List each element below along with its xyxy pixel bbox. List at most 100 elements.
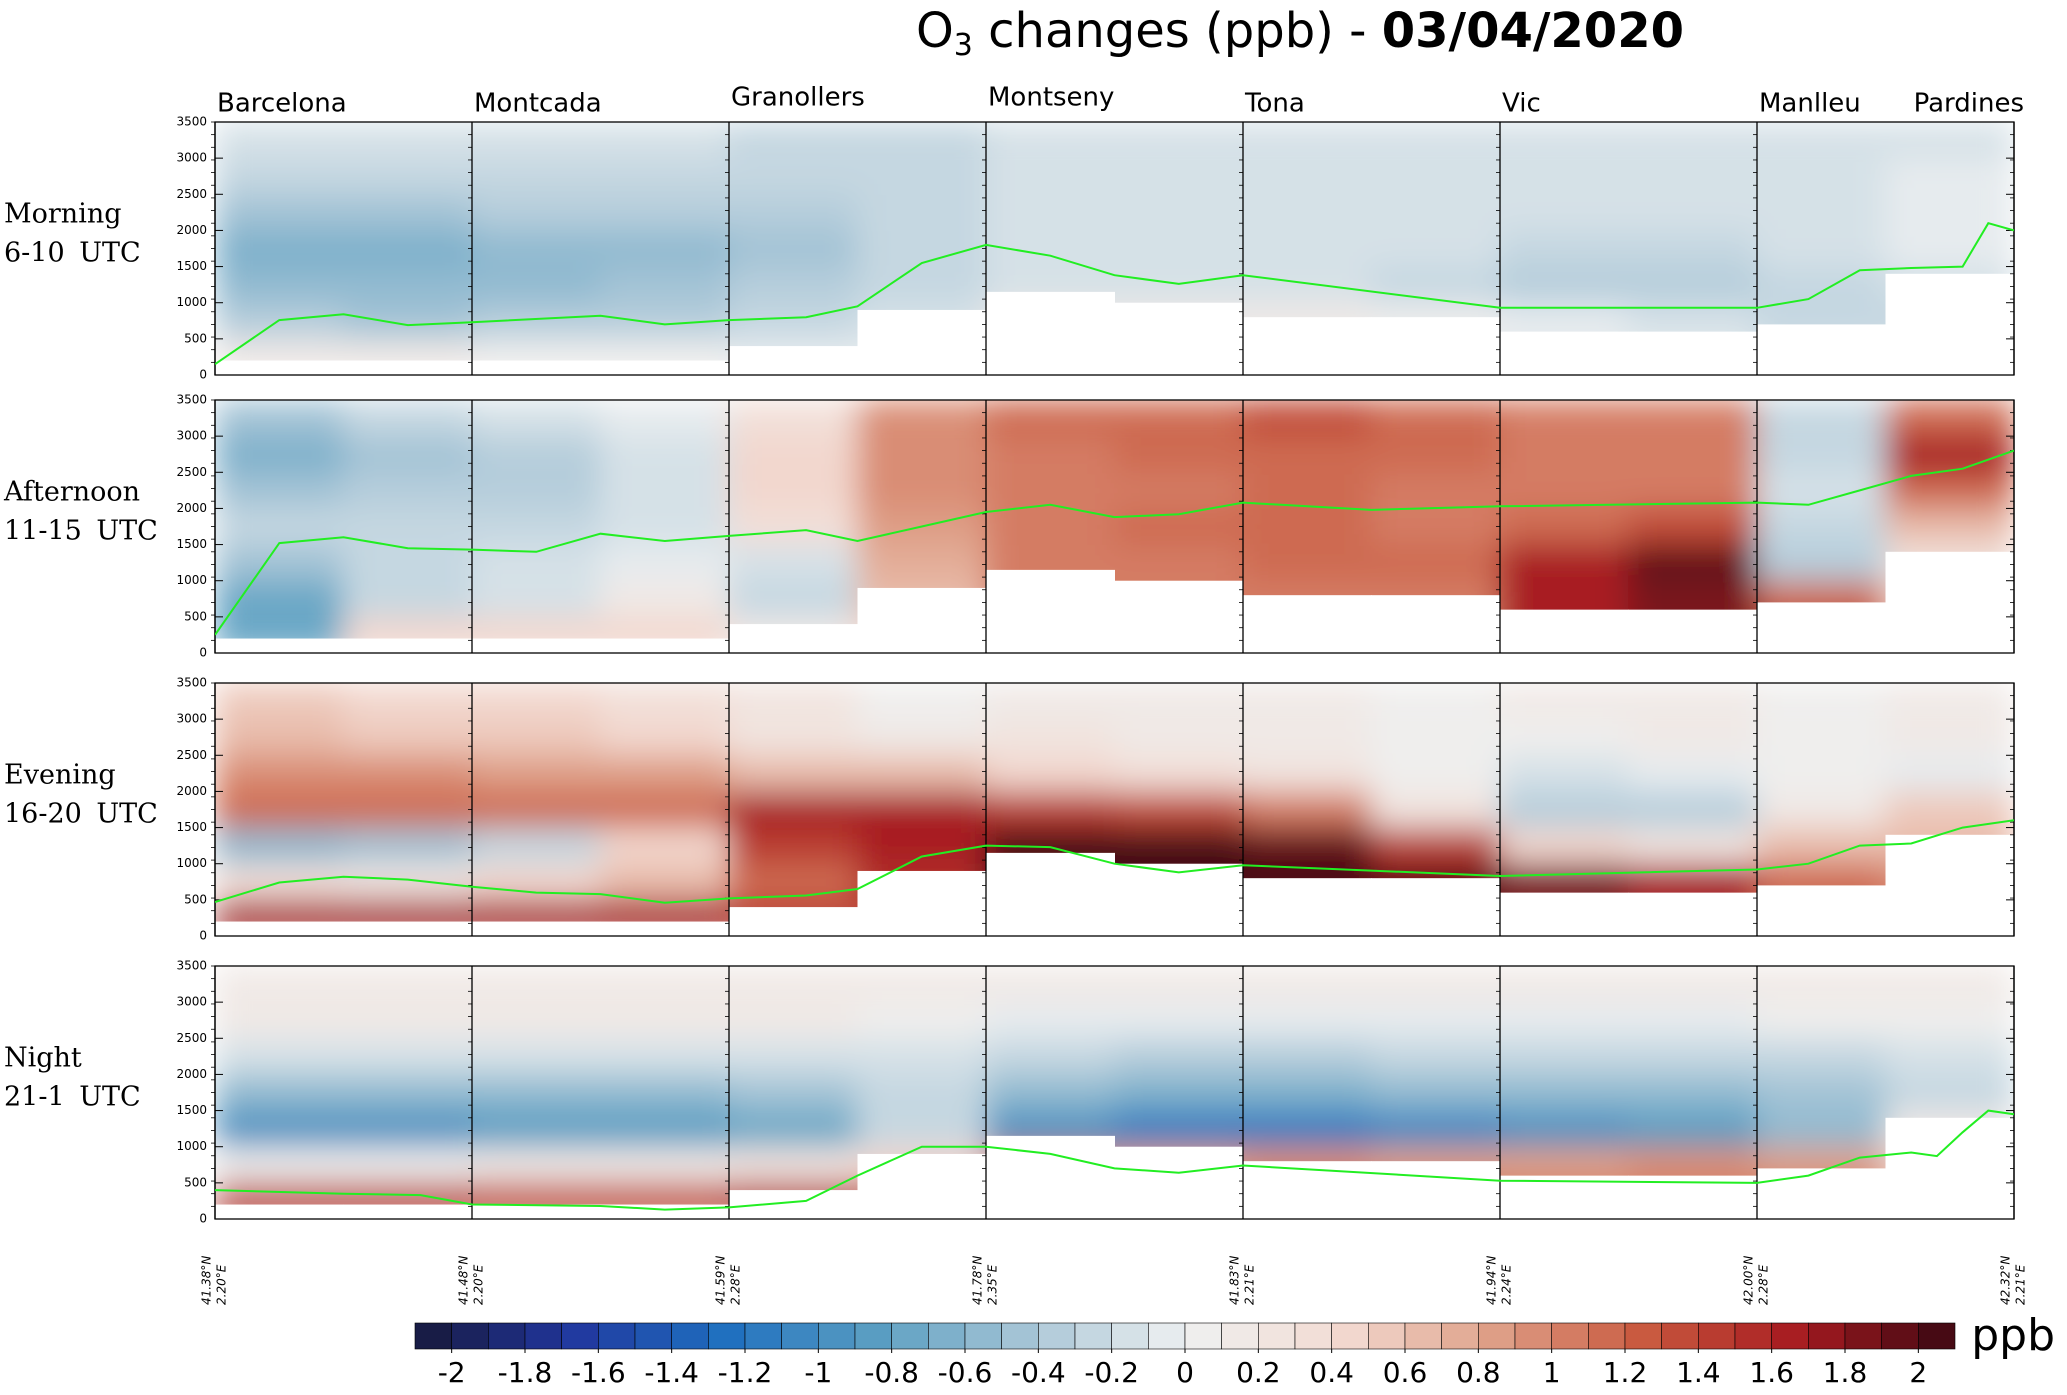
terrain xyxy=(215,1204,344,1219)
field-cell xyxy=(471,1073,601,1112)
field-cell xyxy=(857,790,987,829)
field-cell xyxy=(1242,122,1372,159)
colorbar-tick-label: -1.2 xyxy=(718,1356,773,1389)
terrain xyxy=(857,309,987,375)
colorbar-box xyxy=(1734,1322,1772,1350)
field-cell xyxy=(600,754,730,792)
field-cell xyxy=(215,193,344,231)
field-cell xyxy=(1628,966,1758,1003)
field-cell xyxy=(343,507,473,546)
panel-frame xyxy=(214,965,2015,1220)
field-cell xyxy=(215,229,344,268)
colorbar-box xyxy=(1808,1322,1846,1350)
terrain xyxy=(1628,609,1758,653)
terrain xyxy=(472,921,601,936)
colorbar-tick-label: -1.8 xyxy=(498,1356,553,1389)
terrain xyxy=(472,1204,601,1219)
field-cell xyxy=(728,863,858,901)
field-cell xyxy=(728,1001,858,1039)
panel-frame xyxy=(214,399,2015,654)
terrain xyxy=(1500,892,1629,936)
y-tick-label: 1000 xyxy=(176,856,207,870)
field-cell xyxy=(1756,966,1886,1003)
field-cell xyxy=(1114,544,1244,582)
field-cell xyxy=(343,718,473,756)
coord-label: 2.35°E xyxy=(986,1264,1000,1305)
colorbar-box xyxy=(414,1322,452,1350)
field-cell xyxy=(1756,266,1886,304)
colorbar-tick-label: 1.8 xyxy=(1823,1356,1868,1389)
field-cell xyxy=(1756,790,1886,829)
y-tick-label: 500 xyxy=(184,1175,207,1189)
y-tick-label: 0 xyxy=(199,1212,207,1226)
field-cell xyxy=(1885,718,2014,756)
field-cell xyxy=(728,400,858,437)
y-tick-label: 2000 xyxy=(176,1067,207,1081)
field-cell xyxy=(728,580,858,618)
colorbar-tick-label: -0.2 xyxy=(1084,1356,1139,1389)
y-tick-label: 2500 xyxy=(176,748,207,762)
panel-frame xyxy=(214,682,2015,937)
field-cell xyxy=(600,122,730,159)
colorbar-tick-label: -1 xyxy=(804,1356,832,1389)
field-cell xyxy=(215,266,344,304)
y-tick-label: 1500 xyxy=(176,259,207,273)
panel-label: Afternoon xyxy=(3,477,140,508)
field-cell xyxy=(600,863,730,901)
colorbar-tick-label: 1.2 xyxy=(1603,1356,1648,1389)
y-tick-label: 3500 xyxy=(176,676,207,690)
field-cell xyxy=(728,266,858,304)
field-cell xyxy=(857,157,987,195)
station-label: Tona xyxy=(1244,89,1305,119)
coord-label: 41.78°N xyxy=(971,1256,985,1305)
colorbar-box xyxy=(781,1322,819,1350)
field-cell xyxy=(1114,122,1244,159)
field-cell xyxy=(343,471,473,509)
field-cell xyxy=(471,157,601,195)
field-cell xyxy=(471,754,601,792)
field-cell xyxy=(215,754,344,792)
field-cell xyxy=(1628,193,1758,231)
field-cell xyxy=(1628,827,1758,865)
field-cell xyxy=(728,1073,858,1112)
field-cell xyxy=(343,1037,473,1075)
field-cell xyxy=(1628,435,1758,473)
field-cell xyxy=(1242,471,1372,509)
terrain xyxy=(1628,892,1758,936)
y-tick-label: 500 xyxy=(184,331,207,345)
field-cell xyxy=(1499,122,1629,159)
y-tick-label: 2000 xyxy=(176,784,207,798)
field-cell xyxy=(1114,229,1244,268)
field-cell xyxy=(857,966,987,1003)
colorbar-box xyxy=(1368,1322,1406,1350)
terrain xyxy=(1500,609,1629,653)
field-cell xyxy=(1499,1037,1629,1075)
y-tick-label: 3500 xyxy=(176,115,207,129)
field-cell xyxy=(857,1037,987,1075)
field-cell xyxy=(343,1073,473,1112)
field-cell xyxy=(1371,266,1501,304)
terrain xyxy=(1885,834,2014,936)
y-tick-label: 1500 xyxy=(176,1103,207,1117)
field-cell xyxy=(1114,718,1244,756)
field-cell xyxy=(1628,544,1758,582)
field-cell xyxy=(1114,827,1244,865)
field-cell xyxy=(857,435,987,473)
field-cell xyxy=(1114,435,1244,473)
field-cell xyxy=(1885,1001,2014,1039)
y-tick-label: 1000 xyxy=(176,295,207,309)
field-cell xyxy=(215,1001,344,1039)
terrain xyxy=(1757,885,1886,936)
field-cell xyxy=(1756,400,1886,437)
field-cell xyxy=(985,718,1115,756)
field-cell xyxy=(728,193,858,231)
field-cell xyxy=(1885,790,2014,829)
field-cell xyxy=(1242,400,1372,437)
field-cell xyxy=(1242,1037,1372,1075)
field-cell xyxy=(1242,544,1372,582)
field-cell xyxy=(600,827,730,865)
colorbar-box xyxy=(1881,1322,1919,1350)
field-cell xyxy=(471,471,601,509)
field-cell xyxy=(857,400,987,437)
